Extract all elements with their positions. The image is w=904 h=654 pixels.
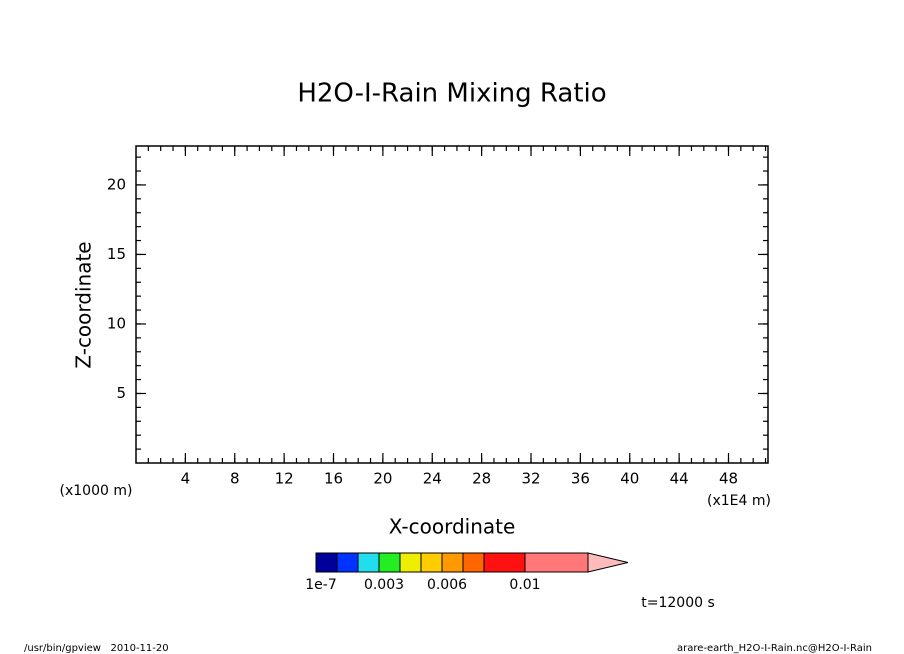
colorbar-box <box>399 552 422 573</box>
time-annotation: t=12000 s <box>641 595 715 611</box>
y-tick-label: 20 <box>107 175 126 193</box>
colorbar-extend <box>587 552 629 573</box>
colorbar-tick-label: 0.01 <box>509 577 540 593</box>
footer-right: arare-earth_H2O-I-Rain.nc@H2O-I-Rain <box>677 643 872 654</box>
y-tick-label: 15 <box>107 245 126 263</box>
colorbar-box <box>462 552 485 573</box>
x-tick-label: 28 <box>472 470 491 488</box>
colorbar-box <box>441 552 464 573</box>
colorbar-box <box>483 552 526 573</box>
x-tick-label: 40 <box>620 470 639 488</box>
y-tick-label: 10 <box>107 314 126 332</box>
colorbar-box <box>524 552 589 573</box>
colorbar-tick-label: 1e-7 <box>305 577 336 593</box>
colorbar-box <box>315 552 338 573</box>
x-tick-label: 16 <box>324 470 343 488</box>
x-tick-label: 8 <box>230 470 240 488</box>
y-axis-label: Z-coordinate <box>72 241 96 368</box>
x-tick-label: 36 <box>571 470 590 488</box>
x-unit: (x1E4 m) <box>707 493 771 509</box>
plot-frame <box>135 145 769 464</box>
colorbar-box <box>336 552 359 573</box>
colorbar-box <box>420 552 443 573</box>
footer-left: /usr/bin/gpview 2010-11-20 <box>24 643 169 654</box>
x-axis-label: X-coordinate <box>389 515 516 539</box>
y-unit: (x1000 m) <box>60 483 133 499</box>
colorbar-tick-label: 0.006 <box>427 577 467 593</box>
x-tick-label: 24 <box>423 470 442 488</box>
x-tick-label: 12 <box>275 470 294 488</box>
x-tick-label: 32 <box>521 470 540 488</box>
x-tick-label: 48 <box>719 470 738 488</box>
colorbar-box <box>378 552 401 573</box>
chart-title: H2O-I-Rain Mixing Ratio <box>297 79 606 109</box>
colorbar-box <box>357 552 380 573</box>
x-tick-label: 4 <box>181 470 191 488</box>
y-tick-label: 5 <box>116 384 126 402</box>
colorbar-tick-label: 0.003 <box>364 577 404 593</box>
x-tick-label: 20 <box>373 470 392 488</box>
x-tick-label: 44 <box>670 470 689 488</box>
